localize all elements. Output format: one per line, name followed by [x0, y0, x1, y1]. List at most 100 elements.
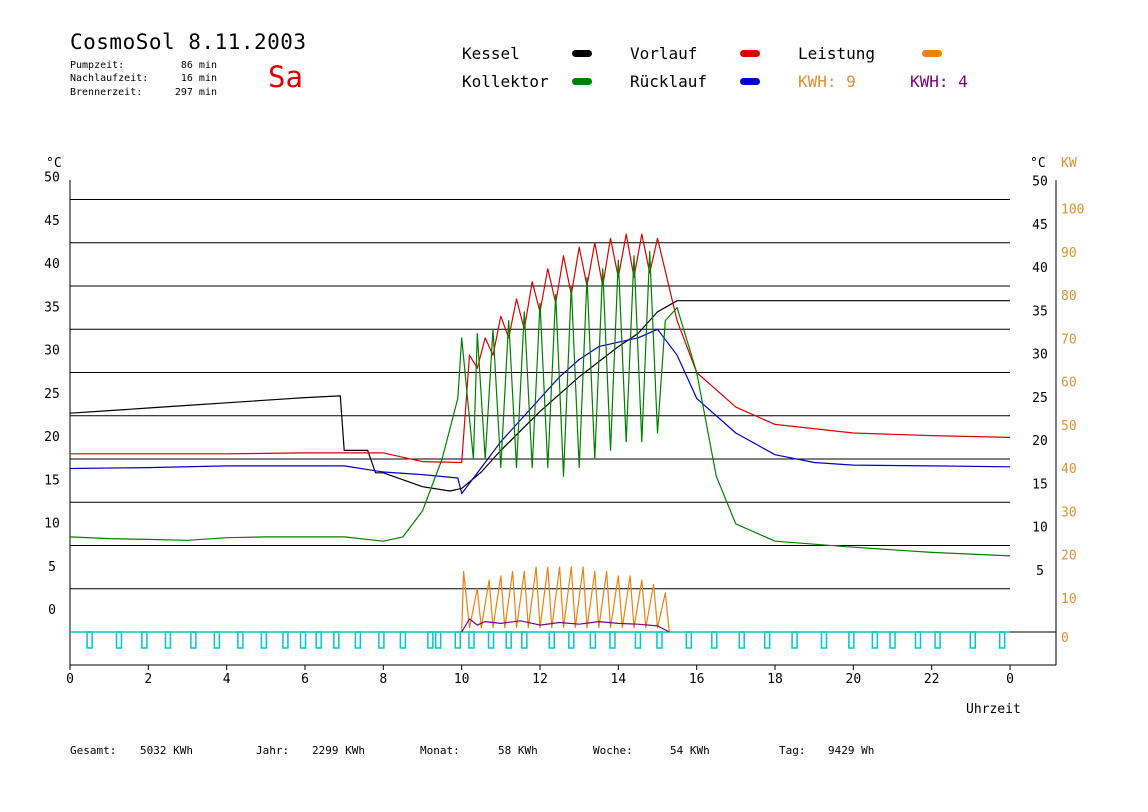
footer-monat-value: 58 KWh: [498, 744, 538, 757]
pump-pulse-10: [315, 631, 322, 649]
power-axis-label: KW: [1061, 156, 1077, 171]
series-power2: [461, 618, 670, 633]
stat-pumpzeit-label: Pumpzeit:: [70, 60, 125, 71]
legend-vorlauf-label: Vorlauf: [630, 44, 698, 63]
pump-pulse-11: [333, 631, 340, 649]
y-tick-right-40: 40: [1032, 261, 1048, 276]
legend-ruecklauf-swatch: [740, 78, 760, 85]
power-tick-100: 100: [1061, 203, 1084, 218]
legend-leistung-label: Leistung: [798, 44, 876, 63]
series-leistung: [461, 566, 670, 633]
footer-gesamt-value: 5032 KWh: [140, 744, 193, 757]
pump-pulse-13: [378, 631, 385, 649]
stat-nachlaufzeit-label: Nachlaufzeit:: [70, 73, 149, 84]
power-tick-40: 40: [1061, 462, 1077, 477]
legend-kessel-swatch: [572, 50, 592, 57]
y-tick-left-20: 20: [44, 430, 60, 445]
y-tick-left-25: 25: [44, 387, 60, 402]
y-tick-left-0: 0: [48, 603, 56, 618]
y-tick-right-5: 5: [1036, 564, 1044, 579]
pump-pulse-26: [634, 631, 642, 649]
y-axis-label-left: °C: [46, 156, 62, 171]
pump-pulse-22: [548, 631, 555, 649]
footer-woche-label: Woche:: [593, 744, 633, 757]
y-tick-right-15: 15: [1032, 477, 1048, 492]
pump-pulse-1: [115, 631, 123, 649]
legend-kollektor-label: Kollektor: [462, 72, 549, 91]
x-tick-label-8: 16: [689, 672, 705, 687]
chart-grid: [70, 199, 1010, 590]
pump-pulse-12: [354, 631, 362, 649]
y-tick-left-30: 30: [44, 344, 60, 359]
stat-nachlaufzeit-value: 16 min: [180, 73, 217, 84]
power-tick-20: 20: [1061, 549, 1077, 564]
pump-pulse-24: [589, 631, 597, 649]
x-tick-label-4: 8: [379, 672, 387, 687]
pump-pulse-36: [889, 631, 896, 649]
x-tick-label-0: 0: [66, 672, 74, 687]
legend-leistung-swatch: [922, 50, 942, 57]
legend-kwh-1: KWH: 9: [798, 72, 856, 91]
chart-tick-labels: 0 2 4 6 8 10 12 14 16 18 20 22 0 0 5 5 10 10 15 15 20 20 25 25 3…: [44, 171, 1084, 688]
y-tick-right-35: 35: [1032, 304, 1048, 319]
pump-pulse-14: [399, 631, 407, 649]
pump-pulse-32: [791, 631, 798, 649]
pump-pulse-35: [871, 631, 879, 649]
power-tick-50: 50: [1061, 419, 1077, 434]
pump-pulse-38: [934, 631, 941, 649]
x-tick-label-1: 2: [144, 672, 152, 687]
power-tick-70: 70: [1061, 332, 1077, 347]
y-tick-right-10: 10: [1032, 521, 1048, 536]
x-tick-label-2: 4: [223, 672, 231, 687]
y-tick-right-20: 20: [1032, 434, 1048, 449]
stat-brennerzeit-label: Brennerzeit:: [70, 87, 143, 98]
y-tick-left-45: 45: [44, 214, 60, 229]
series-kollektor: [69, 250, 1011, 557]
pump-pulse-28: [685, 631, 693, 649]
pump-pulse-16: [434, 631, 442, 649]
pump-pulse-34: [848, 631, 855, 649]
footer-tag-value: 9429 Wh: [828, 744, 875, 757]
chart-title: CosmoSol 8.11.2003: [70, 30, 307, 54]
stat-brennerzeit-value: 297 min: [174, 87, 217, 98]
pump-pulse-33: [820, 631, 828, 649]
pump-pulses: [70, 631, 1010, 649]
footer-jahr-label: Jahr:: [256, 744, 290, 757]
footer-tag-label: Tag:: [779, 744, 806, 757]
pump-pulse-3: [164, 631, 172, 649]
x-tick-label-7: 14: [611, 672, 627, 687]
y-tick-left-35: 35: [44, 300, 60, 315]
pump-pulse-9: [299, 631, 307, 649]
chart-series: [69, 233, 1011, 633]
footer-jahr-value: 2299 KWh: [312, 744, 365, 757]
pump-pulse-15: [427, 631, 434, 649]
x-tick-label-9: 18: [767, 672, 783, 687]
power-tick-0: 0: [1061, 631, 1069, 646]
y-tick-right-25: 25: [1032, 391, 1048, 406]
x-tick-label-6: 12: [532, 672, 548, 687]
power-tick-10: 10: [1061, 592, 1077, 607]
y-tick-right-45: 45: [1032, 218, 1048, 233]
pump-pulse-20: [505, 631, 512, 649]
power-tick-80: 80: [1061, 289, 1077, 304]
footer-monat-label: Monat:: [420, 744, 460, 757]
x-axis-label: Uhrzeit: [966, 702, 1021, 717]
pump-pulse-8: [282, 631, 289, 649]
pump-pulse-31: [763, 631, 771, 649]
pump-pulse-29: [711, 631, 718, 649]
legend-ruecklauf-label: Rücklauf: [630, 72, 708, 91]
legend-kessel-label: Kessel: [462, 44, 520, 63]
power-tick-90: 90: [1061, 246, 1077, 261]
pump-pulse-7: [260, 631, 268, 649]
pump-pulse-5: [213, 631, 221, 649]
pump-pulse-27: [656, 631, 663, 649]
pump-pulse-21: [521, 631, 528, 649]
x-tick-label-3: 6: [301, 672, 309, 687]
y-tick-left-10: 10: [44, 517, 60, 532]
footer-woche-value: 54 KWh: [670, 744, 710, 757]
y-tick-left-40: 40: [44, 257, 60, 272]
x-tick-label-11: 22: [924, 672, 940, 687]
pump-pulse-39: [969, 631, 977, 649]
power-tick-60: 60: [1061, 376, 1077, 391]
